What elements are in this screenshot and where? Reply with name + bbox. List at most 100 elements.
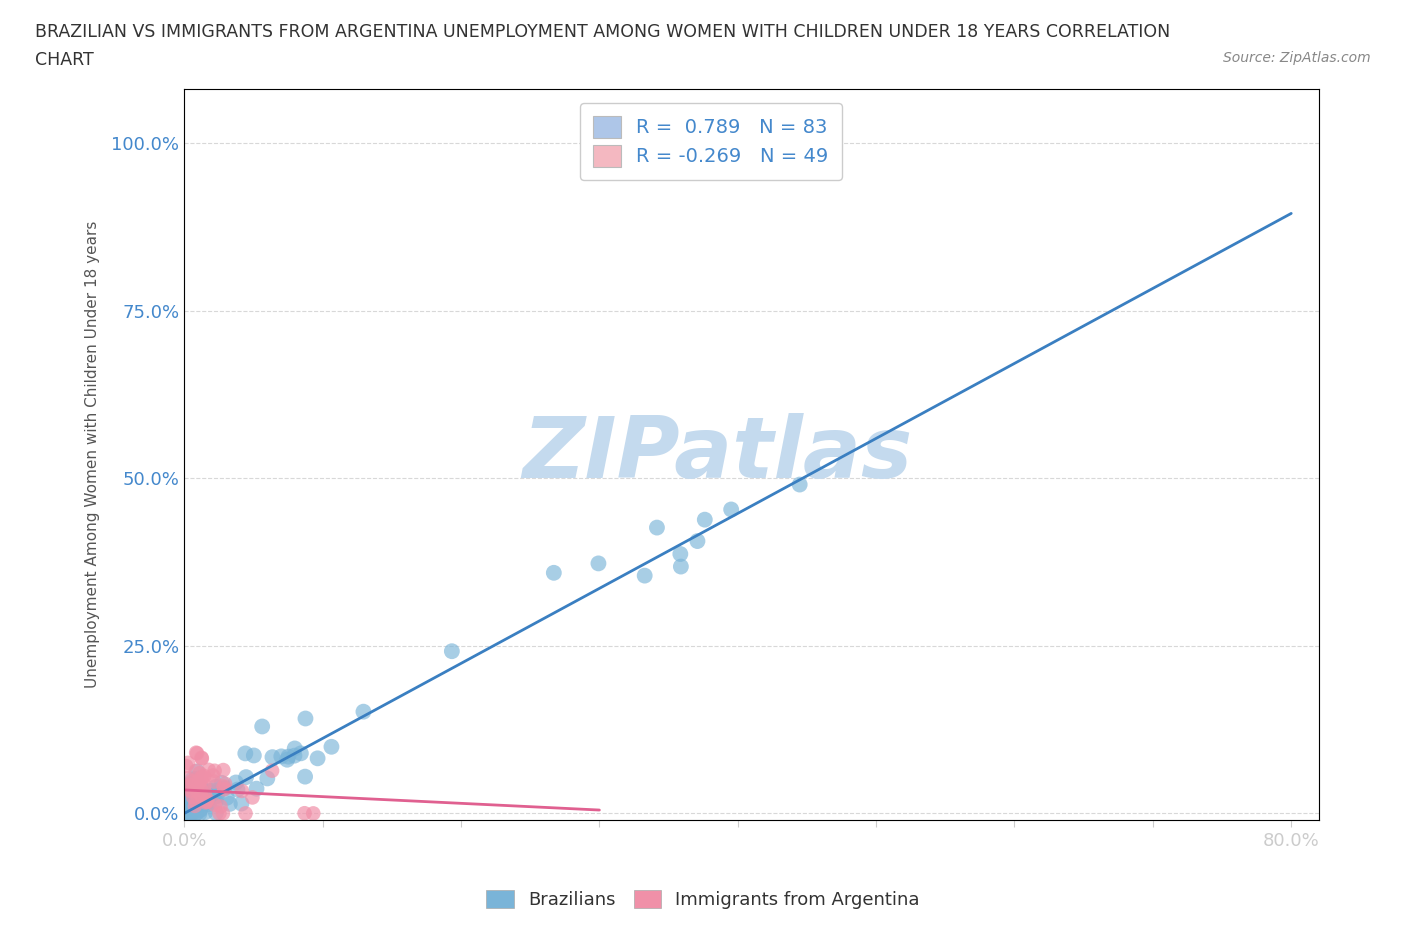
- Point: [214, 777, 236, 791]
- Point: [190, 771, 212, 786]
- Point: [225, 775, 247, 790]
- Point: [180, 806, 202, 821]
- Point: [193, 790, 215, 805]
- Point: [183, 800, 205, 815]
- Point: [177, 755, 200, 770]
- Point: [181, 790, 204, 804]
- Legend: Brazilians, Immigrants from Argentina: Brazilians, Immigrants from Argentina: [479, 883, 927, 916]
- Point: [179, 786, 201, 801]
- Point: [245, 781, 267, 796]
- Point: [176, 806, 198, 821]
- Point: [174, 759, 197, 774]
- Point: [190, 789, 212, 804]
- Point: [190, 782, 212, 797]
- Point: [186, 771, 208, 786]
- Point: [250, 719, 273, 734]
- Point: [191, 751, 214, 766]
- Point: [693, 512, 716, 527]
- Point: [294, 805, 316, 820]
- Point: [212, 806, 235, 821]
- Point: [307, 751, 329, 765]
- Point: [190, 769, 212, 784]
- Point: [177, 806, 200, 821]
- Point: [198, 784, 221, 799]
- Point: [205, 779, 228, 794]
- Point: [181, 774, 204, 789]
- Point: [174, 806, 197, 821]
- Point: [211, 776, 233, 790]
- Point: [183, 776, 205, 790]
- Point: [190, 780, 212, 795]
- Point: [212, 782, 235, 797]
- Point: [284, 741, 307, 756]
- Text: BRAZILIAN VS IMMIGRANTS FROM ARGENTINA UNEMPLOYMENT AMONG WOMEN WITH CHILDREN UN: BRAZILIAN VS IMMIGRANTS FROM ARGENTINA U…: [35, 23, 1170, 41]
- Point: [180, 785, 202, 800]
- Point: [262, 750, 284, 764]
- Point: [218, 796, 240, 811]
- Point: [262, 764, 284, 778]
- Point: [669, 559, 692, 574]
- Point: [231, 796, 253, 811]
- Text: ZIPatlas: ZIPatlas: [523, 413, 912, 497]
- Point: [186, 764, 208, 778]
- Point: [1362, 136, 1385, 151]
- Point: [184, 799, 207, 814]
- Point: [186, 790, 208, 805]
- Point: [201, 783, 224, 798]
- Text: CHART: CHART: [35, 51, 94, 69]
- Point: [270, 749, 292, 764]
- Point: [290, 746, 312, 761]
- Point: [276, 752, 298, 767]
- Point: [198, 793, 221, 808]
- Point: [193, 796, 215, 811]
- Point: [204, 794, 226, 809]
- Point: [187, 783, 209, 798]
- Point: [174, 796, 197, 811]
- Point: [179, 794, 201, 809]
- Point: [242, 790, 264, 804]
- Point: [188, 775, 211, 790]
- Point: [789, 477, 811, 492]
- Point: [194, 785, 217, 800]
- Point: [194, 804, 217, 819]
- Point: [205, 805, 228, 820]
- Point: [180, 800, 202, 815]
- Point: [543, 565, 565, 580]
- Point: [181, 783, 204, 798]
- Point: [256, 771, 278, 786]
- Point: [186, 745, 208, 760]
- Point: [184, 787, 207, 802]
- Point: [177, 796, 200, 811]
- Point: [195, 794, 218, 809]
- Point: [176, 771, 198, 786]
- Point: [197, 797, 219, 812]
- Point: [186, 794, 208, 809]
- Point: [209, 799, 232, 814]
- Point: [233, 746, 256, 761]
- Point: [205, 789, 228, 804]
- Point: [190, 802, 212, 817]
- Point: [197, 763, 219, 777]
- Point: [204, 764, 226, 778]
- Point: [212, 779, 235, 794]
- Point: [184, 806, 207, 821]
- Point: [190, 774, 212, 789]
- Point: [194, 795, 217, 810]
- Point: [193, 769, 215, 784]
- Point: [294, 711, 316, 726]
- Point: [645, 520, 668, 535]
- Point: [195, 792, 218, 807]
- Point: [202, 774, 225, 789]
- Point: [204, 789, 226, 804]
- Legend: R =  0.789   N = 83, R = -0.269   N = 49: R = 0.789 N = 83, R = -0.269 N = 49: [579, 103, 842, 180]
- Point: [283, 749, 305, 764]
- Point: [440, 644, 463, 658]
- Point: [352, 704, 374, 719]
- Point: [186, 746, 208, 761]
- Point: [208, 806, 231, 821]
- Point: [181, 784, 204, 799]
- Point: [179, 777, 201, 792]
- Point: [634, 568, 657, 583]
- Point: [588, 556, 610, 571]
- Point: [669, 547, 692, 562]
